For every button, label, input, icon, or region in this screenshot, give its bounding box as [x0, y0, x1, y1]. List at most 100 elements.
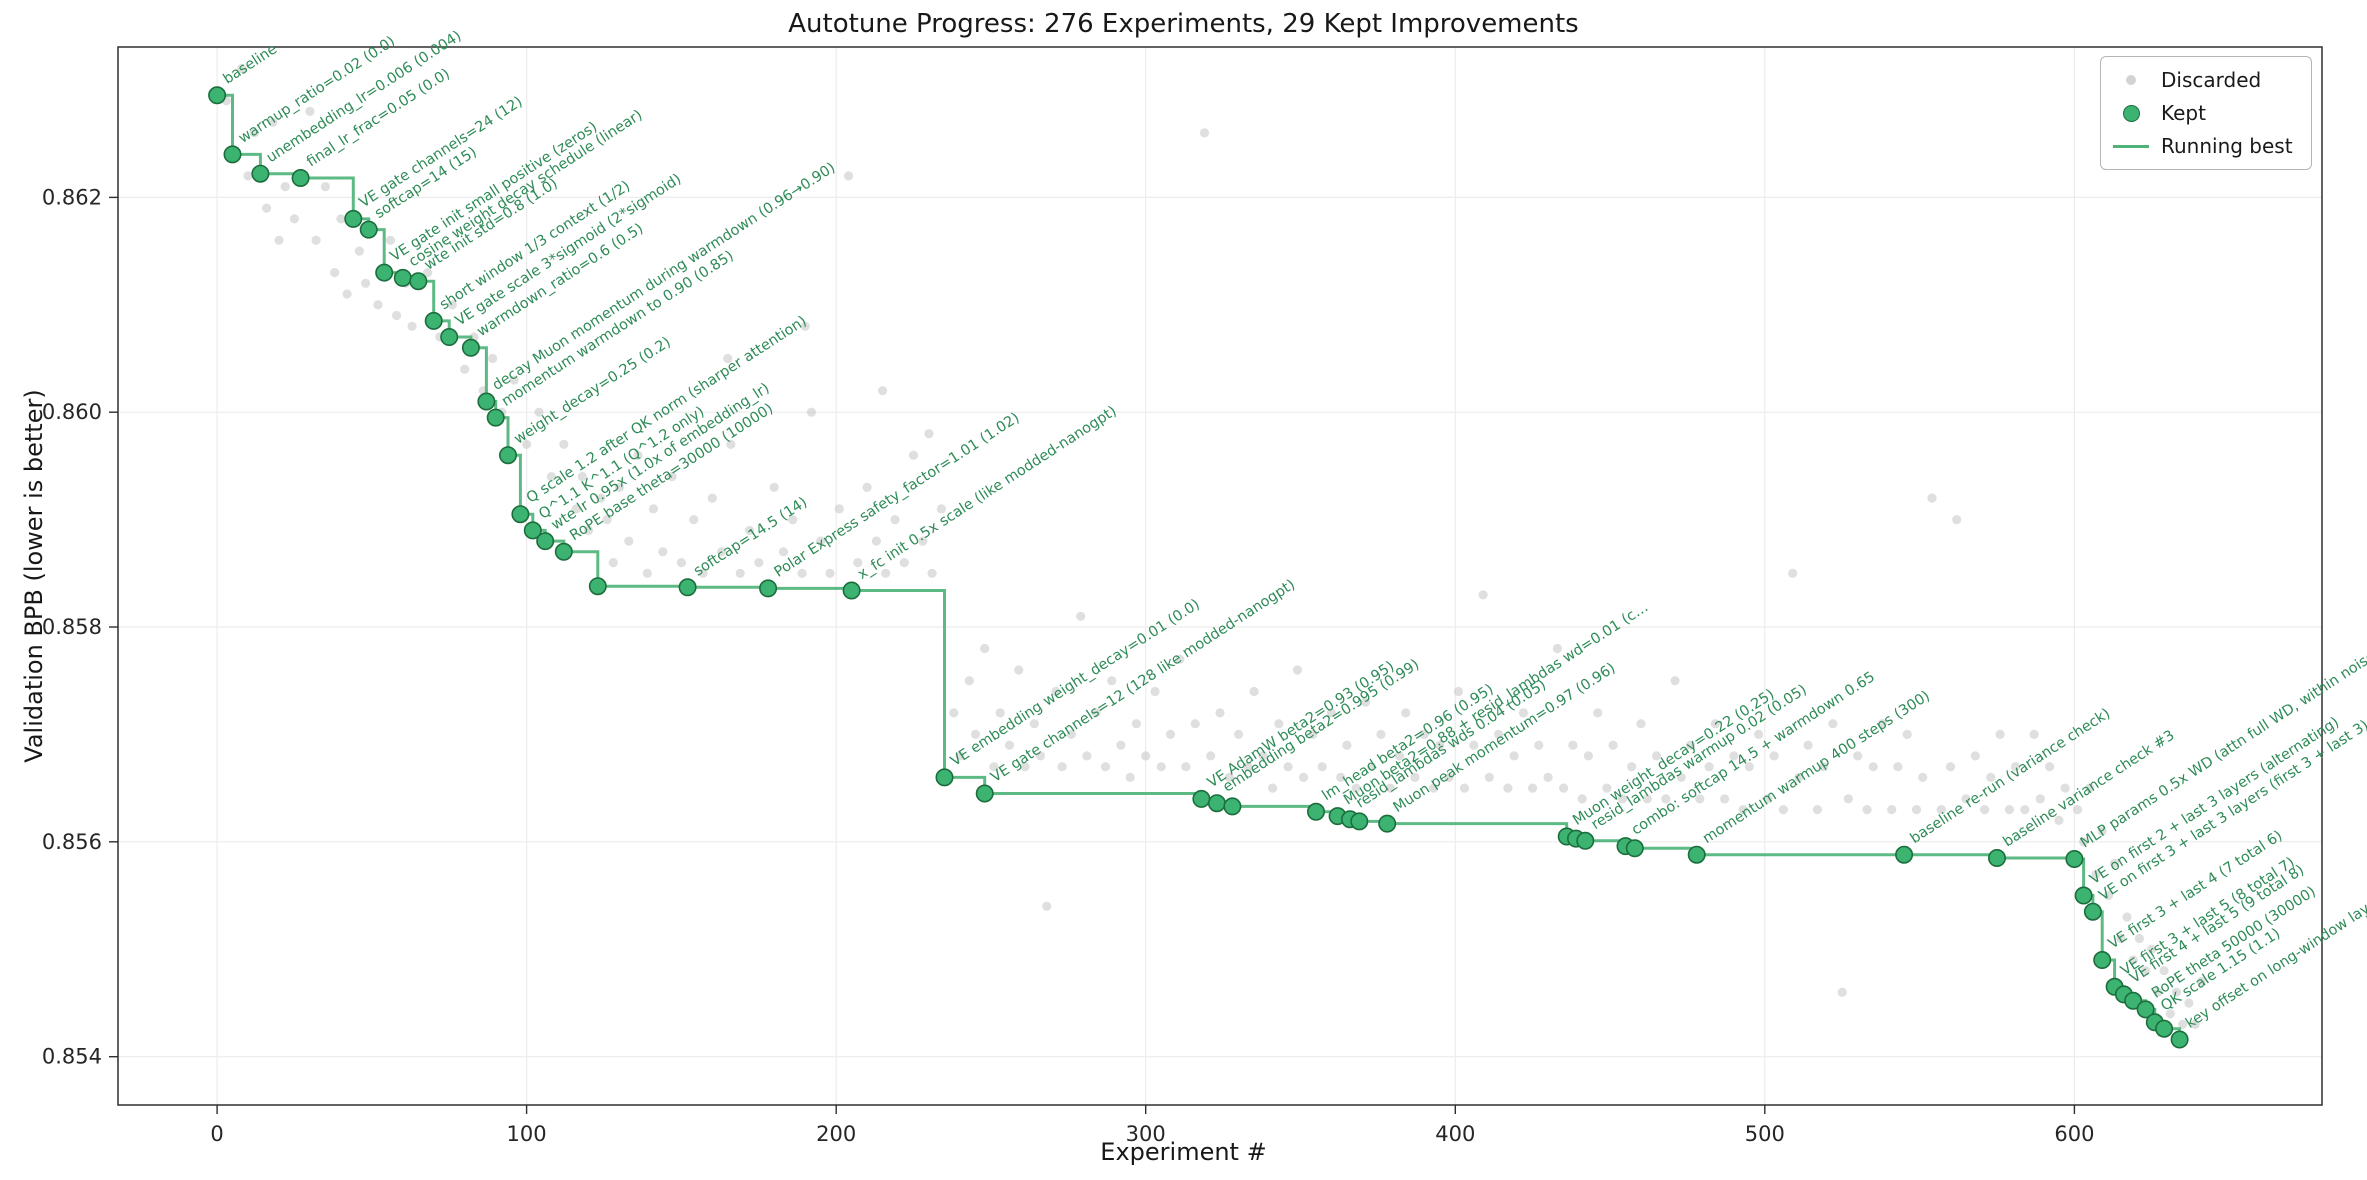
discarded-point: [1342, 740, 1352, 750]
discarded-point: [980, 643, 990, 654]
discarded-point: [2165, 1009, 2175, 1019]
discarded-point: [559, 439, 569, 449]
kept-point: [1576, 831, 1595, 850]
kept-dot-icon: [2122, 104, 2140, 122]
discarded-point: [614, 482, 625, 492]
discarded-point: [1720, 794, 1730, 804]
discarded-point: [1568, 740, 1578, 750]
y-tick-label: 0.858: [42, 615, 102, 639]
chart-title: Autotune Progress: 276 Experiments, 29 K…: [788, 9, 1579, 39]
discarded-point: [1014, 665, 1024, 675]
x-axis-label: Experiment #: [1100, 1138, 1267, 1166]
discarded-point: [2020, 805, 2030, 815]
kept-point: [2074, 886, 2093, 905]
discarded-point: [2196, 976, 2206, 987]
discarded-point: [2091, 869, 2101, 879]
discarded-point: [2147, 944, 2157, 954]
discarded-point: [1552, 643, 1562, 654]
discarded-point: [1986, 772, 1996, 783]
kept-point: [208, 86, 227, 105]
discarded-point: [289, 214, 299, 224]
discarded-point: [918, 536, 928, 546]
legend: Discarded Kept Running best: [2100, 56, 2312, 170]
discarded-point: [797, 568, 807, 578]
discarded-point: [1543, 772, 1553, 783]
kept-point: [842, 581, 861, 600]
discarded-point: [924, 429, 934, 439]
discarded-point: [1029, 719, 1039, 729]
discarded-point: [583, 525, 594, 536]
discarded-point: [2171, 987, 2182, 997]
discarded-point: [949, 708, 959, 718]
discarded-point: [1165, 729, 1176, 740]
x-tick-label: 500: [1745, 1122, 1785, 1146]
discarded-point: [596, 493, 606, 503]
discarded-point: [1695, 794, 1705, 804]
discarded-point: [407, 321, 417, 331]
discarded-point: [1453, 686, 1463, 697]
discarded-point: [2141, 966, 2151, 976]
discarded-point: [676, 558, 687, 568]
kept-point: [1223, 797, 1242, 816]
discarded-point: [1843, 794, 1853, 804]
discarded-point: [890, 515, 900, 525]
discarded-point: [2134, 933, 2144, 944]
discarded-point: [1292, 665, 1302, 675]
discarded-point: [989, 762, 999, 772]
discarded-point: [305, 106, 315, 116]
discarded-point: [1057, 762, 1067, 772]
kept-point: [511, 505, 530, 524]
discarded-point: [1215, 708, 1225, 718]
discarded-point: [1367, 762, 1377, 772]
discarded-point: [330, 268, 340, 278]
kept-point: [536, 532, 555, 551]
kept-point: [291, 169, 310, 188]
kept-point: [975, 784, 994, 803]
x-tick-label: 300: [1126, 1122, 1166, 1146]
discarded-point: [1283, 762, 1293, 772]
discarded-point: [964, 676, 974, 686]
discarded-point: [1401, 708, 1411, 718]
discarded-point: [1528, 783, 1538, 793]
discarded-point: [2153, 987, 2163, 997]
discarded-point: [744, 525, 755, 536]
discarded-point: [2178, 1019, 2188, 1029]
kept-point: [1350, 812, 1369, 831]
discarded-point: [1853, 751, 1863, 761]
discarded-point: [1754, 729, 1764, 740]
kept-point: [1895, 845, 1914, 864]
kept-point: [759, 579, 778, 598]
discarded-point: [237, 63, 247, 74]
discarded-point: [1308, 729, 1318, 740]
discarded-point: [1970, 751, 1980, 761]
discarded-point: [509, 375, 519, 385]
discarded-point: [602, 515, 612, 525]
kept-point: [344, 209, 363, 228]
discarded-point: [1627, 762, 1637, 772]
discarded-point: [1141, 751, 1151, 761]
discarded-point: [1360, 697, 1371, 707]
kept-point: [2136, 1000, 2155, 1019]
discarded-point: [2079, 837, 2089, 847]
discarded-point: [735, 568, 745, 578]
discarded-point: [881, 568, 891, 578]
kept-annotation: baseline: [221, 41, 281, 88]
discarded-point: [1710, 719, 1720, 729]
x-tick-label: 400: [1435, 1122, 1475, 1146]
kept-point: [2170, 1030, 2189, 1049]
discarded-point: [1828, 719, 1838, 729]
x-tick-label: 100: [507, 1122, 547, 1146]
y-tick-label: 0.862: [42, 185, 102, 209]
kept-point: [1207, 794, 1226, 813]
kept-point: [588, 577, 607, 596]
discarded-point: [624, 536, 634, 546]
discarded-point: [1593, 708, 1603, 718]
discarded-point: [1258, 751, 1268, 761]
discarded-point: [320, 182, 330, 192]
discarded-point: [311, 235, 321, 245]
discarded-point: [546, 472, 557, 482]
discarded-point: [1051, 686, 1061, 697]
kept-annotation: VE embedding weight_decay=0.01 (0.0): [948, 597, 1203, 770]
discarded-point: [806, 407, 817, 417]
